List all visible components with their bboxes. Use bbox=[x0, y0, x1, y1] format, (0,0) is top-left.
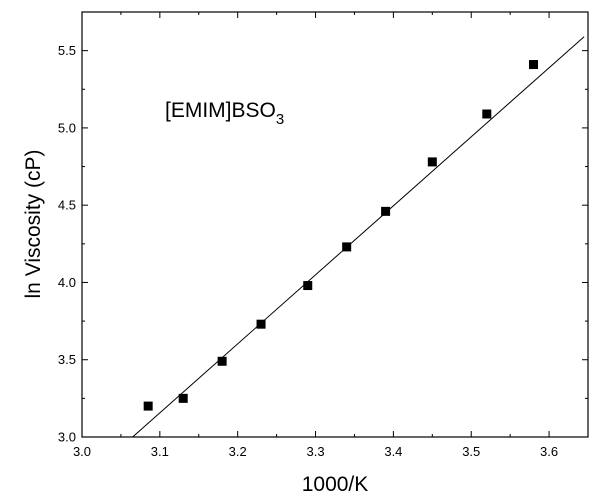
annotation-main: [EMIM]BSO bbox=[165, 99, 276, 122]
data-points bbox=[143, 60, 539, 411]
y-tick-label: 5.5 bbox=[58, 43, 76, 58]
plot-frame bbox=[81, 11, 589, 438]
data-point bbox=[217, 356, 227, 366]
fit-line bbox=[132, 36, 585, 438]
data-point bbox=[143, 401, 153, 411]
x-tick-label: 3.5 bbox=[462, 444, 480, 459]
data-point bbox=[482, 109, 492, 119]
data-point bbox=[381, 206, 391, 216]
data-point bbox=[178, 393, 188, 403]
x-axis-label: 1000/K bbox=[302, 473, 369, 496]
y-tick-label: 3.5 bbox=[58, 352, 76, 367]
annotation-label: [EMIM]BSO3 bbox=[165, 99, 284, 128]
axis-ticks bbox=[81, 11, 589, 438]
data-point bbox=[529, 60, 539, 70]
y-tick-label: 4.5 bbox=[58, 198, 76, 213]
y-axis-label: ln Viscosity (cP) bbox=[22, 150, 45, 299]
data-point bbox=[342, 242, 352, 252]
axis-tick-labels: 3.0 3.1 3.2 3.3 3.4 3.5 3.6 3.0 3.5 4.0 4.5 5.0 5.5 bbox=[58, 43, 558, 459]
x-tick-label: 3.3 bbox=[306, 444, 324, 459]
x-tick-label: 3.1 bbox=[151, 444, 169, 459]
x-tick-label: 3.6 bbox=[540, 444, 558, 459]
y-tick-label: 3.0 bbox=[58, 430, 76, 445]
y-tick-label: 5.0 bbox=[58, 120, 76, 135]
annotation-subscript: 3 bbox=[276, 111, 284, 128]
x-tick-label: 3.4 bbox=[384, 444, 402, 459]
y-tick-label: 4.0 bbox=[58, 275, 76, 290]
data-point bbox=[303, 281, 313, 291]
data-point bbox=[427, 157, 437, 167]
x-tick-label: 3.2 bbox=[229, 444, 247, 459]
x-tick-label: 3.0 bbox=[73, 444, 91, 459]
data-point bbox=[256, 319, 266, 329]
